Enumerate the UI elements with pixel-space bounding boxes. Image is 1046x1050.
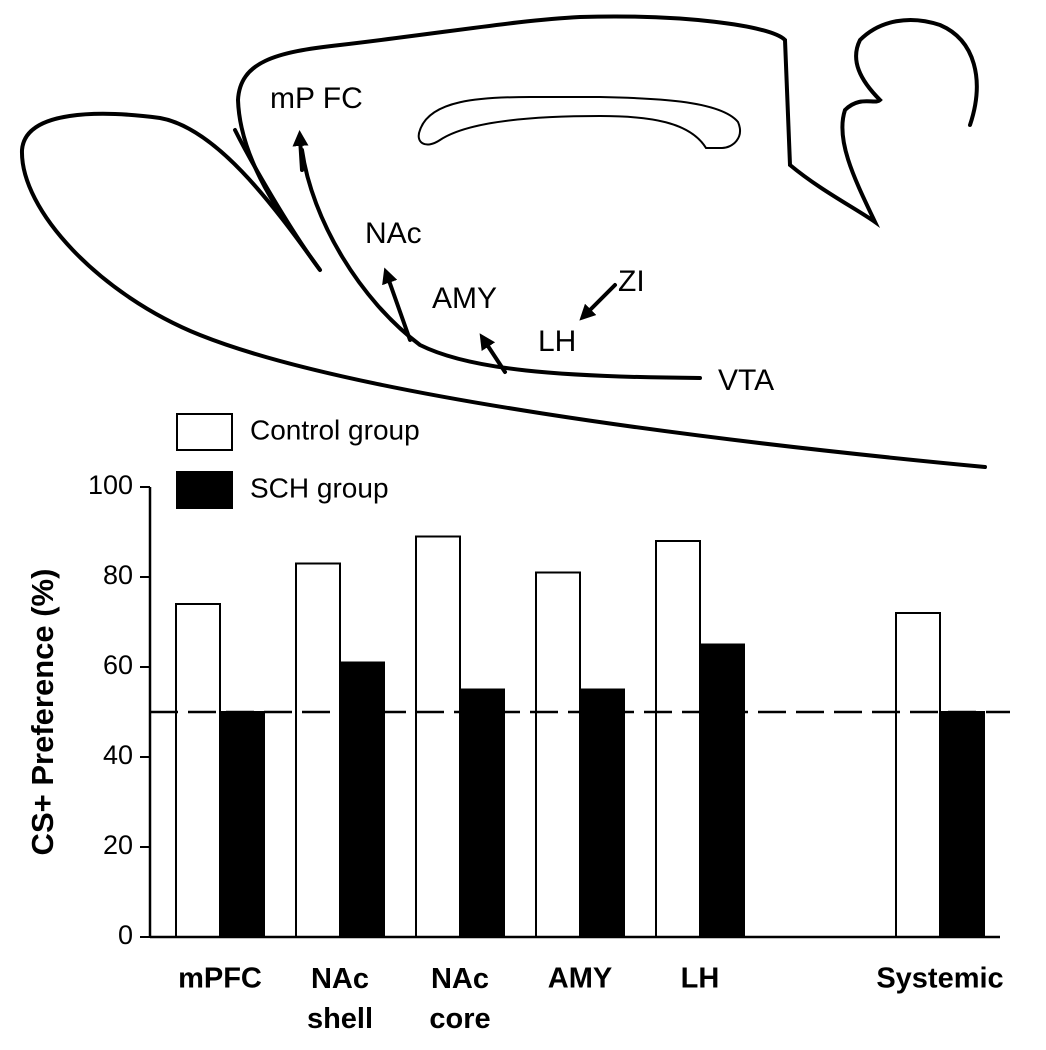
y-tick-label: 100 — [88, 470, 133, 500]
legend-swatch — [176, 471, 233, 509]
region-label: mP FC — [270, 82, 363, 115]
bar — [655, 540, 701, 938]
brain-diagram: mP FC NAc AMY LH ZI VTA — [19, 14, 987, 469]
y-tick-label: 60 — [103, 650, 133, 680]
bar — [459, 688, 505, 938]
y-tick-label: 20 — [103, 830, 133, 860]
legend-label: SCH group — [250, 472, 389, 503]
region-label: VTA — [718, 364, 774, 397]
bar — [579, 688, 625, 938]
region-label: AMY — [432, 282, 497, 315]
bar — [339, 661, 385, 938]
x-tick-label: LH — [681, 963, 720, 995]
bar — [699, 643, 745, 938]
region-label: NAc — [365, 217, 422, 250]
y-tick-label: 0 — [118, 920, 133, 950]
region-label: ZI — [618, 265, 645, 298]
bar — [939, 711, 985, 938]
y-tick-label: 40 — [103, 740, 133, 770]
x-tick-label: Systemic — [876, 963, 1003, 995]
x-tick-label: NAc shell — [307, 963, 373, 1035]
region-label: LH — [538, 325, 576, 358]
legend-swatch — [176, 413, 233, 451]
bar — [175, 603, 221, 938]
bar — [415, 535, 461, 938]
x-tick-label: NAc core — [429, 963, 490, 1035]
y-tick-label: 80 — [103, 560, 133, 590]
x-tick-label: AMY — [548, 963, 612, 995]
y-axis-label: CS+ Preference (%) — [25, 569, 60, 856]
bar — [295, 562, 341, 938]
bar — [895, 612, 941, 938]
bar — [535, 571, 581, 938]
bar — [219, 711, 265, 938]
x-tick-label: mPFC — [178, 963, 262, 995]
legend-label: Control group — [250, 414, 420, 445]
